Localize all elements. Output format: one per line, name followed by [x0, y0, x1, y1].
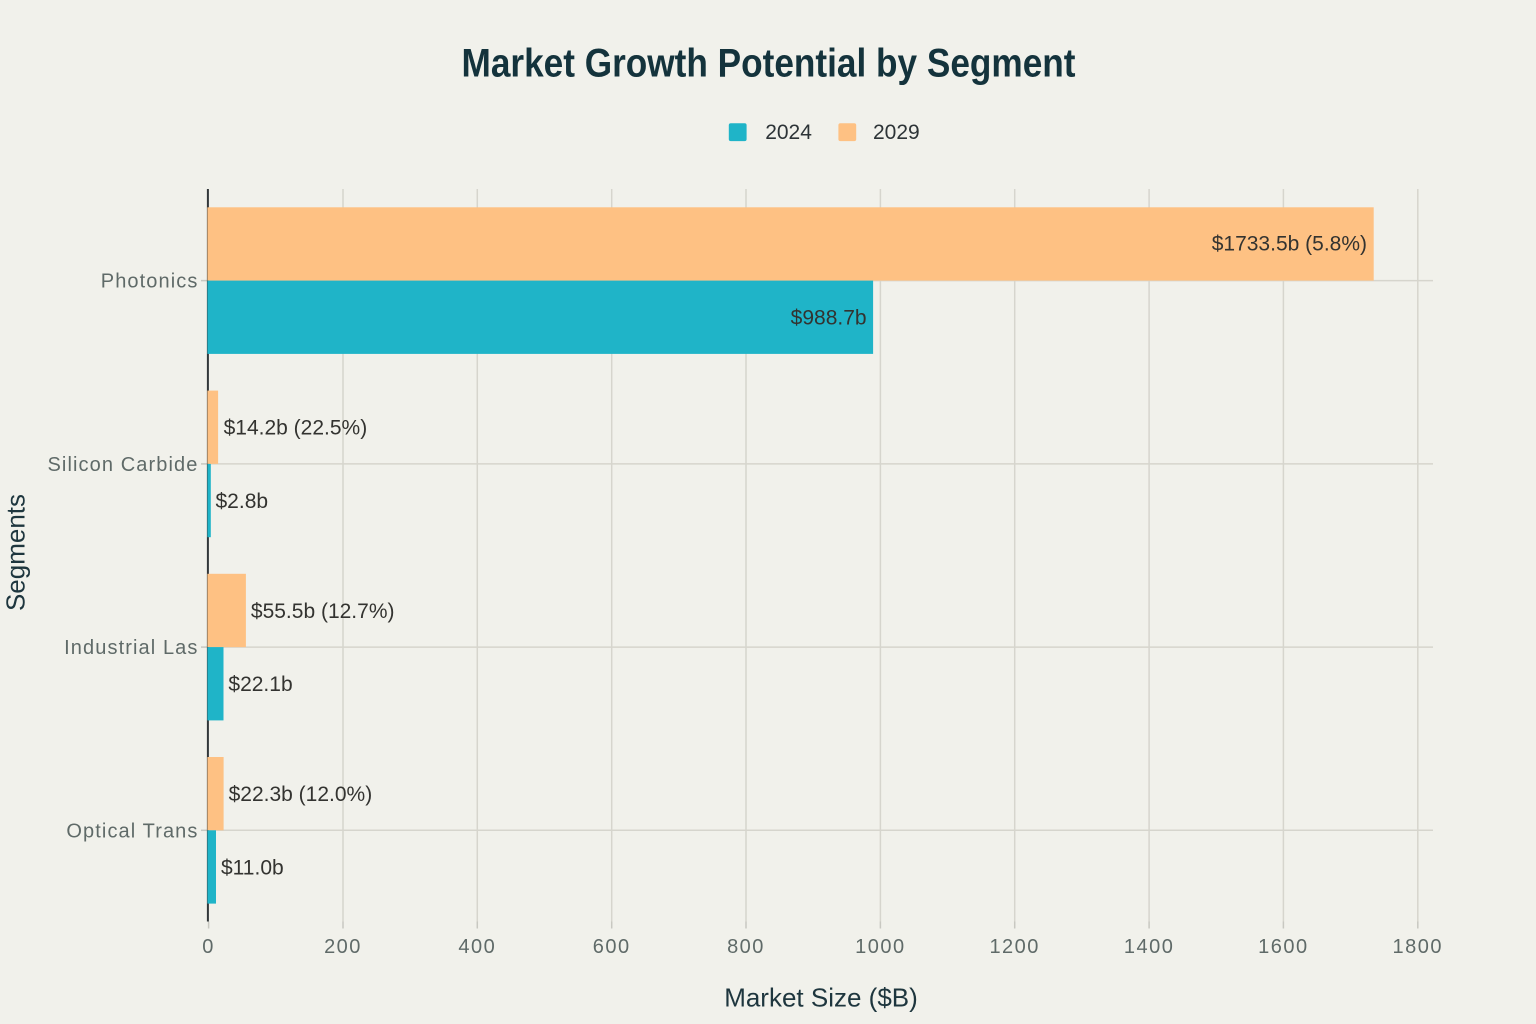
svg-text:2029: 2029: [873, 121, 920, 144]
svg-text:Market Size ($B): Market Size ($B): [724, 982, 918, 1012]
svg-text:1000: 1000: [855, 936, 906, 958]
svg-text:800: 800: [727, 936, 765, 958]
svg-text:200: 200: [324, 936, 362, 958]
svg-text:1600: 1600: [1258, 936, 1309, 958]
svg-text:$988.7b: $988.7b: [791, 307, 867, 330]
svg-text:$1733.5b (5.8%): $1733.5b (5.8%): [1212, 232, 1367, 255]
svg-text:400: 400: [458, 936, 496, 958]
svg-text:Silicon Carbide: Silicon Carbide: [47, 454, 198, 476]
svg-text:Optical Trans: Optical Trans: [66, 820, 198, 842]
svg-text:$2.8b: $2.8b: [216, 490, 269, 513]
svg-text:$11.0b: $11.0b: [221, 856, 284, 879]
svg-text:600: 600: [593, 936, 631, 958]
svg-text:1800: 1800: [1393, 936, 1444, 958]
svg-text:1400: 1400: [1124, 936, 1175, 958]
svg-text:Industrial Las: Industrial Las: [64, 637, 198, 659]
svg-text:$22.3b (12.0%): $22.3b (12.0%): [229, 783, 373, 806]
svg-text:2024: 2024: [765, 121, 812, 144]
svg-text:Segments: Segments: [1, 494, 31, 611]
svg-text:Market Growth Potential by Seg: Market Growth Potential by Segment: [462, 42, 1076, 86]
svg-text:$55.5b (12.7%): $55.5b (12.7%): [251, 600, 395, 623]
svg-text:$22.1b: $22.1b: [228, 673, 292, 696]
svg-text:0: 0: [202, 936, 215, 958]
svg-text:Photonics: Photonics: [101, 271, 199, 293]
svg-text:$14.2b (22.5%): $14.2b (22.5%): [224, 417, 368, 440]
svg-text:1200: 1200: [989, 936, 1040, 958]
